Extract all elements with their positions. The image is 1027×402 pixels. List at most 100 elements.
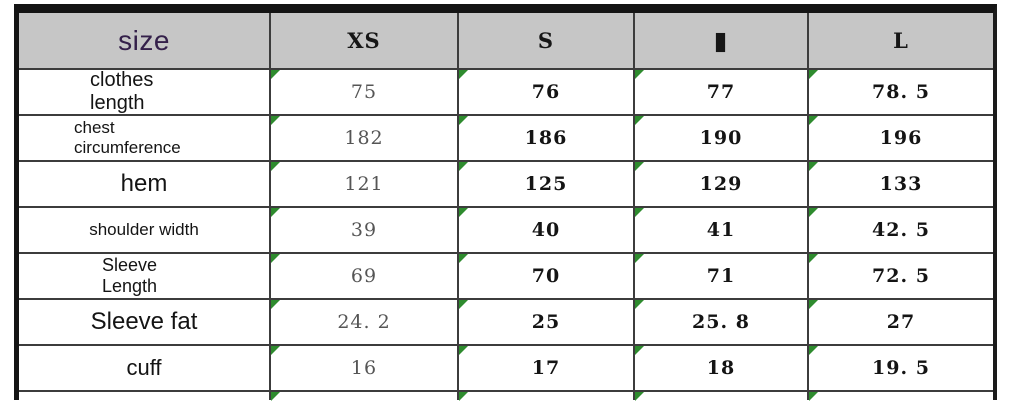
green-corner-marker-icon: [459, 70, 468, 79]
value-cell: 39: [271, 208, 459, 252]
row-label-cell: Sleeve Length: [19, 254, 271, 298]
size-chart-table: size XS S ▮ L clothes length 75 76: [14, 4, 997, 401]
value: 27: [886, 311, 916, 333]
value: 17: [531, 357, 561, 379]
value: 121: [344, 173, 384, 195]
row-label-cell: Sleeve fat: [19, 300, 271, 344]
size-l-label: L: [893, 28, 909, 53]
row-label-cell: chest circumference: [19, 116, 271, 160]
green-corner-marker-icon: [809, 254, 818, 263]
green-corner-marker-icon: [635, 208, 644, 217]
value-cell: [635, 392, 809, 401]
header-row: size XS S ▮ L: [19, 13, 993, 68]
value-cell: 16: [271, 346, 459, 390]
green-corner-marker-icon: [271, 116, 280, 125]
green-corner-marker-icon: [271, 346, 280, 355]
value: 25. 8: [692, 311, 750, 333]
row-label-cell: clothes length: [19, 69, 271, 114]
table-body: clothes length 75 76 77 78. 5 chest ci: [19, 68, 993, 390]
row-label: clothes length: [90, 69, 154, 114]
value: 24. 2: [337, 311, 391, 333]
value-cell: 40: [459, 208, 635, 252]
value: 18: [706, 357, 736, 379]
table-row-shoulder-width: shoulder width 39 40 41 42. 5: [19, 206, 993, 252]
size-title: size: [118, 24, 170, 56]
green-corner-marker-icon: [271, 70, 280, 79]
value: 125: [524, 173, 568, 195]
value: 129: [699, 173, 743, 195]
value: 78. 5: [872, 81, 930, 103]
green-corner-marker-icon: [635, 70, 644, 79]
row-label-cell: cuff: [19, 346, 271, 390]
value-cell: 75: [271, 70, 459, 114]
green-corner-marker-icon: [809, 392, 818, 401]
green-corner-marker-icon: [635, 254, 644, 263]
value: 69: [350, 265, 378, 287]
row-label: Sleeve Length: [102, 255, 158, 296]
green-corner-marker-icon: [809, 116, 818, 125]
row-label: shoulder width: [89, 220, 199, 240]
value: 70: [531, 265, 561, 287]
value-cell: 41: [635, 208, 809, 252]
value: 72. 5: [872, 265, 930, 287]
header-cell-m: ▮: [635, 13, 809, 68]
filled-block-glyph: ▮: [713, 26, 729, 55]
value-cell: 69: [271, 254, 459, 298]
value: 71: [706, 265, 736, 287]
value-cell: 196: [809, 116, 993, 160]
row-label-cell: [19, 392, 271, 400]
header-cell-xs: XS: [271, 13, 459, 68]
row-label-cell: hem: [19, 162, 271, 206]
green-corner-marker-icon: [635, 346, 644, 355]
value: 40: [531, 219, 561, 241]
value: 186: [524, 127, 568, 149]
green-corner-marker-icon: [635, 116, 644, 125]
green-corner-marker-icon: [459, 392, 468, 401]
table-row-sleeve-length: Sleeve Length 69 70 71 72. 5: [19, 252, 993, 298]
green-corner-marker-icon: [809, 346, 818, 355]
table-row-chest-circumference: chest circumference 182 186 190 196: [19, 114, 993, 160]
value: 76: [531, 81, 561, 103]
green-corner-marker-icon: [459, 300, 468, 309]
header-cell-l: L: [809, 13, 993, 68]
value-cell: 71: [635, 254, 809, 298]
green-corner-marker-icon: [271, 208, 280, 217]
table-row-sleeve-fat: Sleeve fat 24. 2 25 25. 8 27: [19, 298, 993, 344]
value-cell: [459, 392, 635, 401]
header-cell-size: size: [19, 13, 271, 68]
size-xs-label: XS: [347, 28, 381, 53]
row-label: cuff: [126, 355, 162, 381]
value-cell: 78. 5: [809, 70, 993, 114]
row-label: hem: [120, 170, 168, 198]
value: 77: [706, 81, 736, 103]
value-cell: 24. 2: [271, 300, 459, 344]
table-row-hem: hem 121 125 129 133: [19, 160, 993, 206]
green-corner-marker-icon: [459, 254, 468, 263]
green-corner-marker-icon: [271, 392, 280, 401]
value: 196: [879, 127, 923, 149]
green-corner-marker-icon: [459, 346, 468, 355]
green-corner-marker-icon: [459, 162, 468, 171]
value-cell: [271, 392, 459, 401]
value-cell: 186: [459, 116, 635, 160]
header-cell-s: S: [459, 13, 635, 68]
value-cell: 19. 5: [809, 346, 993, 390]
value: 133: [879, 173, 923, 195]
value-cell: 182: [271, 116, 459, 160]
row-label-cell: shoulder width: [19, 208, 271, 252]
value: 75: [350, 81, 378, 103]
value-cell: 25: [459, 300, 635, 344]
value-cell: 27: [809, 300, 993, 344]
value: 25: [531, 311, 561, 333]
value-cell: 70: [459, 254, 635, 298]
green-corner-marker-icon: [459, 208, 468, 217]
table-row-clothes-length: clothes length 75 76 77 78. 5: [19, 68, 993, 114]
value-cell: 17: [459, 346, 635, 390]
green-corner-marker-icon: [635, 162, 644, 171]
green-corner-marker-icon: [635, 392, 644, 401]
green-corner-marker-icon: [459, 116, 468, 125]
value-cell: 77: [635, 70, 809, 114]
green-corner-marker-icon: [809, 162, 818, 171]
value: 182: [344, 127, 384, 149]
size-s-label: S: [537, 28, 555, 53]
